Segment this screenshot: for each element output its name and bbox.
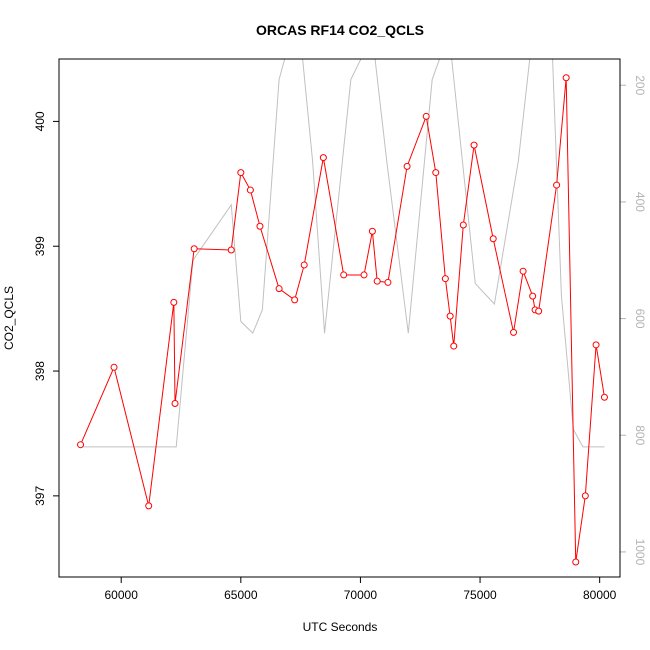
x-tick-label: 60000 bbox=[105, 588, 139, 602]
y-tick-label: 398 bbox=[33, 361, 47, 381]
co2-data-point bbox=[171, 400, 179, 408]
co2-data-point bbox=[572, 558, 580, 566]
co2-data-point bbox=[227, 246, 235, 254]
y-axis-label: CO2_QCLS bbox=[2, 286, 16, 350]
co2-data-point bbox=[403, 162, 411, 170]
co2-data-point bbox=[446, 312, 454, 320]
x-tick-label: 75000 bbox=[463, 588, 497, 602]
co2-data-point bbox=[237, 169, 245, 177]
co2-data-point bbox=[275, 285, 283, 293]
co2-data-point bbox=[256, 222, 264, 230]
co2-data-point bbox=[600, 393, 608, 401]
co2-data-point bbox=[110, 363, 118, 371]
y-tick-label: 397 bbox=[33, 486, 47, 506]
x-axis-label: UTC Seconds bbox=[303, 620, 378, 634]
y-tick-label: 399 bbox=[33, 236, 47, 256]
co2-data-point bbox=[510, 328, 518, 336]
x-tick-label: 65000 bbox=[224, 588, 258, 602]
y-tick-label: 400 bbox=[33, 111, 47, 131]
chart-title: ORCAS RF14 CO2_QCLS bbox=[256, 22, 424, 38]
plot-layer: 60000 65000 70000 75000 80000 397 398 399 400 200… bbox=[33, 59, 647, 602]
x-tick-label: 70000 bbox=[344, 588, 378, 602]
co2-data-point bbox=[360, 271, 368, 279]
co2-data-point bbox=[373, 277, 381, 285]
co2-data-point bbox=[450, 342, 458, 350]
co2-data-point bbox=[170, 298, 178, 306]
co2-data-point bbox=[592, 341, 600, 349]
co2-data-point bbox=[562, 74, 570, 82]
co2-data-point bbox=[340, 271, 348, 279]
co2-data-point bbox=[291, 296, 299, 304]
co2-data-point bbox=[581, 492, 589, 500]
co2-data-point bbox=[384, 278, 392, 286]
x-tick-label: 80000 bbox=[583, 588, 617, 602]
co2-data-point bbox=[553, 181, 561, 189]
co2-data-point bbox=[489, 235, 497, 243]
co2-data-point bbox=[145, 502, 153, 510]
co2-data-point bbox=[368, 227, 376, 235]
altitude-series-line bbox=[80, 59, 605, 448]
co2-data-point bbox=[432, 169, 440, 177]
y2-tick-label: 1000 bbox=[633, 539, 647, 566]
co2-data-point bbox=[459, 221, 467, 229]
y2-tick-label: 400 bbox=[633, 192, 647, 212]
co2-data-point bbox=[246, 186, 254, 194]
co2-data-point bbox=[319, 154, 327, 162]
co2-data-point bbox=[535, 307, 543, 315]
y2-tick-label: 600 bbox=[633, 309, 647, 329]
y2-tick-label: 200 bbox=[633, 75, 647, 95]
plot-frame bbox=[58, 58, 621, 578]
co2-data-point bbox=[441, 275, 449, 283]
co2-data-point bbox=[470, 141, 478, 149]
y2-tick-label: 800 bbox=[633, 425, 647, 445]
co2-data-point bbox=[529, 292, 537, 300]
co2-data-point bbox=[519, 267, 527, 275]
co2-data-point bbox=[422, 112, 430, 120]
series-group bbox=[77, 59, 608, 566]
co2-data-point bbox=[77, 441, 85, 449]
co2-data-point bbox=[190, 245, 198, 253]
co2-data-point bbox=[300, 261, 308, 269]
